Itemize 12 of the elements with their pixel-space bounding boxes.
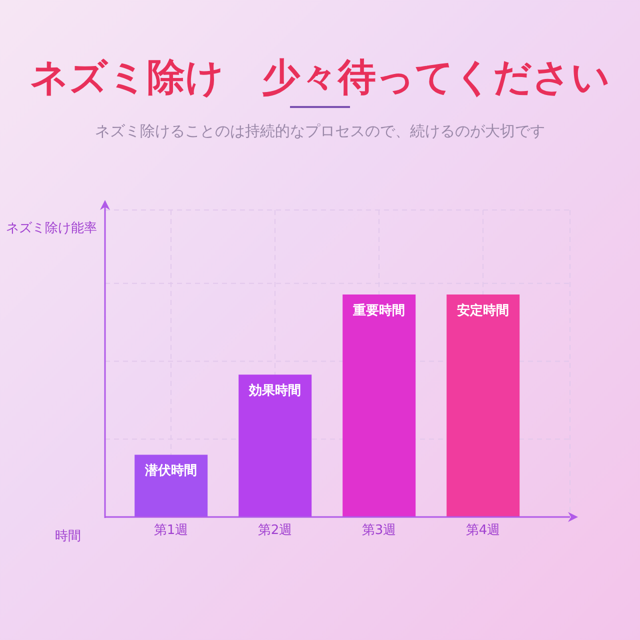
annotation: 重要時間 <box>352 302 406 319</box>
annotation: 効果時間 <box>248 382 302 399</box>
y-axis-title: ネズミ除け能率 <box>6 220 97 237</box>
x-tick-label: 第4週 <box>466 523 500 538</box>
annotation: 潜伏時間 <box>144 464 198 479</box>
x-tick-label: 第1週 <box>154 523 188 538</box>
chart-title: ネズミ除け 少々待ってください <box>29 54 611 101</box>
chart-subtitle: ネズミ除けることのは持続的なプロセスので、続けるのが大切です <box>94 122 546 141</box>
x-tick-label: 第2週 <box>258 523 292 538</box>
x-tick-label: 第3週 <box>362 523 396 538</box>
annotation: 安定時間 <box>457 302 510 319</box>
x-axis-title: 時間 <box>55 528 81 545</box>
